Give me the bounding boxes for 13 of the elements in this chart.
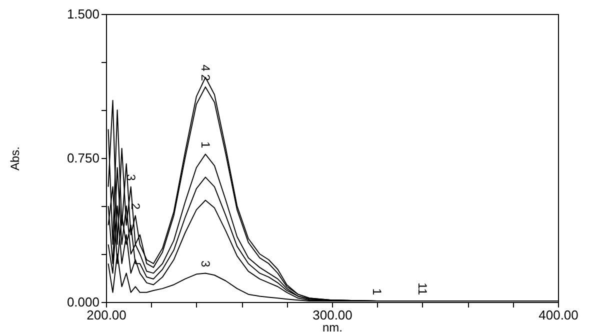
y-axis-title: Abs.: [8, 146, 22, 171]
annotation: 1: [198, 141, 212, 148]
annotation: 11: [415, 282, 430, 296]
x-tick-label: 200.00: [86, 308, 126, 322]
x-tick-label: 300.00: [312, 308, 352, 322]
y-tick-label: 1.500: [66, 6, 100, 22]
x-axis-title: nm.: [322, 320, 343, 334]
y-tick-label: 0.750: [66, 150, 100, 166]
annotation: 1: [370, 288, 384, 296]
y-tick-label: 0.000: [66, 294, 100, 310]
annotation: 4: [198, 64, 212, 72]
annotation: 3: [198, 260, 212, 268]
x-tick-label: 400.00: [538, 308, 578, 322]
